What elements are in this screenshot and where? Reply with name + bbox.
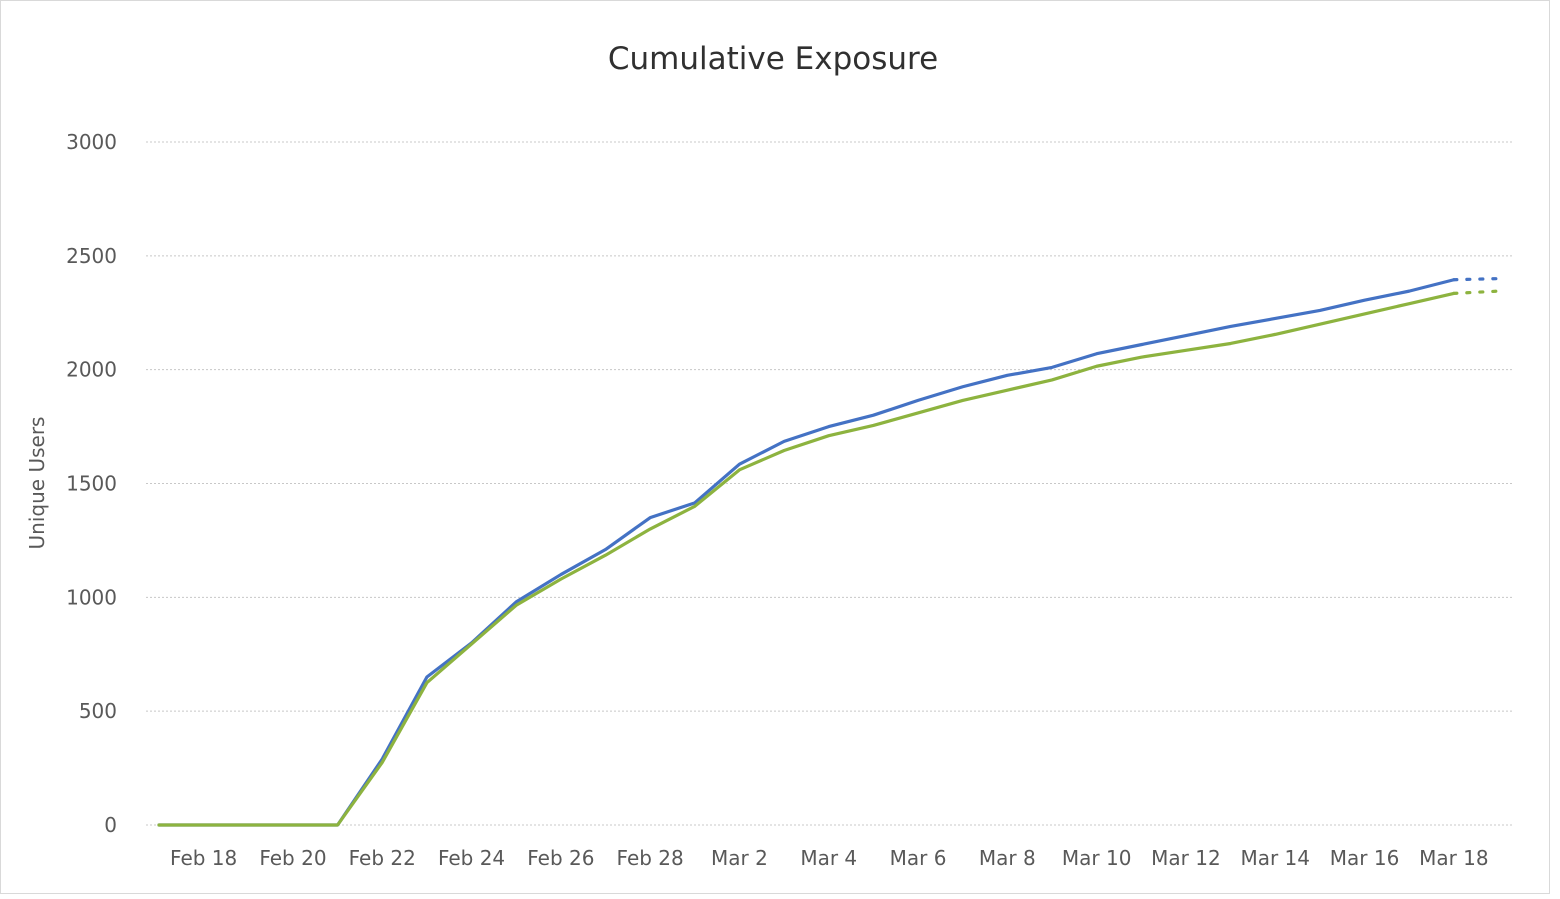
x-tick-label: Feb 26 (527, 846, 594, 870)
y-tick-label: 500 (79, 699, 117, 723)
series-projection-2 (1452, 289, 1501, 295)
series-projection-1 (1452, 277, 1501, 282)
x-tick-labels: Feb 18 Feb 20 Feb 22 Feb 24 Feb 26 Feb 28 Mar … (170, 846, 1489, 870)
y-tick-label: 1500 (66, 472, 117, 496)
x-tick-label: Feb 18 (170, 846, 237, 870)
x-tick-label: Mar 4 (800, 846, 857, 870)
x-tick-label: Mar 18 (1419, 846, 1489, 870)
x-tick-label: Mar 16 (1330, 846, 1400, 870)
y-tick-label: 2500 (66, 244, 117, 268)
chart-title: Cumulative Exposure (608, 41, 938, 77)
x-tick-label: Mar 14 (1240, 846, 1310, 870)
series-line-1 (157, 278, 1456, 827)
y-tick-labels: 0 500 1000 1500 2000 2500 3000 (66, 130, 117, 837)
x-tick-label: Feb 28 (617, 846, 684, 870)
x-tick-label: Feb 22 (349, 846, 416, 870)
x-tick-label: Feb 20 (259, 846, 326, 870)
y-tick-label: 2000 (66, 358, 117, 382)
x-tick-label: Mar 10 (1062, 846, 1132, 870)
x-tick-label: Mar 8 (979, 846, 1036, 870)
x-tick-label: Mar 6 (890, 846, 947, 870)
y-axis-label: Unique Users (25, 417, 49, 550)
gridlines (146, 141, 1513, 826)
series-line-2 (157, 291, 1456, 827)
y-tick-label: 0 (104, 813, 117, 837)
series-lines (157, 277, 1501, 827)
y-tick-label: 1000 (66, 585, 117, 609)
x-tick-label: Mar 12 (1151, 846, 1221, 870)
y-tick-label: 3000 (66, 130, 117, 154)
x-tick-label: Feb 24 (438, 846, 505, 870)
x-tick-label: Mar 2 (711, 846, 768, 870)
